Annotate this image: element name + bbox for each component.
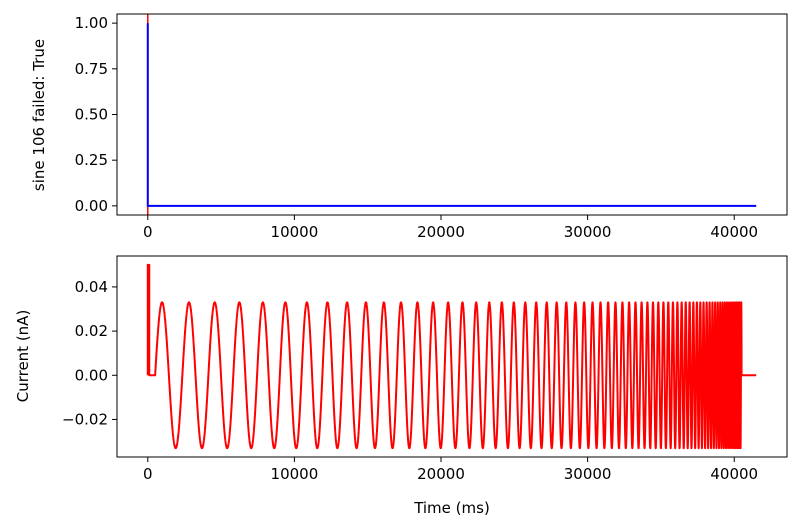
bottom-x-tick-label: 0 — [143, 465, 153, 483]
bottom-y-tick-label: 0.04 — [75, 278, 108, 296]
top-x-ticks: 0 10000 20000 30000 40000 — [143, 215, 758, 241]
top-y-axis-label: sine 106 failed: True — [30, 39, 48, 191]
bottom-x-tick-label: 30000 — [564, 465, 612, 483]
top-y-tick-label: 1.00 — [75, 14, 108, 32]
panel-top: 0 10000 20000 30000 40000 0.00 0.25 0.50 0.75 1.… — [30, 13, 788, 241]
bottom-y-ticks: −0.02 0.00 0.02 0.04 — [62, 278, 117, 428]
top-y-tick-label: 0.50 — [75, 106, 108, 124]
top-plot-area — [146, 14, 757, 215]
bottom-x-ticks: 0 10000 20000 30000 40000 — [143, 457, 758, 483]
bottom-x-tick-label: 40000 — [710, 465, 758, 483]
bottom-y-tick-label: 0.02 — [75, 322, 108, 340]
bottom-x-tick-label: 10000 — [271, 465, 319, 483]
top-x-tick-label: 20000 — [417, 223, 465, 241]
top-y-ticks: 0.00 0.25 0.50 0.75 1.00 — [75, 14, 117, 215]
top-x-tick-label: 40000 — [710, 223, 758, 241]
panel-bottom: 0 10000 20000 30000 40000 −0.020.000.020.04 … — [14, 255, 788, 517]
bottom-axes-frame — [116, 255, 788, 458]
bottom-x-axis-label: Time (ms) — [413, 499, 490, 517]
bottom-x-tick-label: 20000 — [417, 465, 465, 483]
bottom-y-tick-label: −0.02 — [62, 410, 108, 428]
top-y-tick-label: 0.00 — [75, 197, 108, 215]
top-axes-frame — [116, 13, 788, 216]
top-x-tick-label: 30000 — [564, 223, 612, 241]
top-x-tick-label: 0 — [143, 223, 153, 241]
bottom-plot-area — [146, 263, 757, 450]
bottom-y-tick-label: 0.00 — [75, 366, 108, 384]
top-x-tick-label: 10000 — [271, 223, 319, 241]
bottom-y-axis-label: Current (nA) — [14, 310, 32, 403]
top-y-tick-label: 0.75 — [75, 60, 108, 78]
top-y-tick-label: 0.25 — [75, 151, 108, 169]
bottom-series-current-line — [146, 263, 757, 450]
top-series-blue-line — [146, 23, 757, 207]
